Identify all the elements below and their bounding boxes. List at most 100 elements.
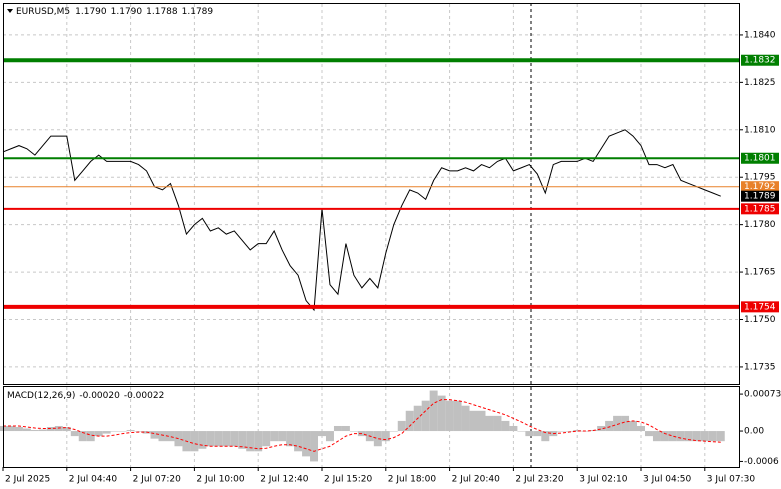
data-layer [0,58,739,462]
histogram-bar [429,390,438,432]
histogram-bar [222,431,231,447]
histogram-bar [230,431,239,447]
level-label: 1.1785 [744,204,776,214]
y-tick-label: 0.00073 [744,390,781,400]
histogram-bar [485,415,494,432]
histogram-bar [692,431,701,442]
histogram-bar [716,431,725,442]
histogram-bar [54,425,63,432]
histogram-bar [30,430,39,432]
histogram-bar [190,431,199,452]
histogram-bar [102,431,111,434]
y-tick-label: 1.1780 [744,220,776,230]
histogram-bar [70,431,79,437]
signal-value: -0.00022 [124,391,164,401]
x-tick-label: 2 Jul 10:00 [196,475,245,485]
histogram-bar [405,410,414,432]
histogram-bar [445,400,454,432]
histogram-bar [389,431,398,432]
histogram-bar [126,430,135,432]
histogram-bar [254,431,263,452]
level-label: 1.1832 [744,56,776,66]
histogram-bar [493,415,502,432]
level-label: 1.1792 [744,182,776,192]
macd-value: -0.00020 [79,391,120,401]
histogram-bar [294,431,303,452]
histogram-bar [110,431,119,432]
y-tick-label: 1.1825 [744,78,776,88]
histogram-bar [270,431,279,442]
macd-panel-frame [3,386,740,468]
price-panel-frame [3,3,740,385]
y-tick-label: 1.1840 [744,30,776,40]
histogram-bar [325,431,334,442]
header: EURUSD,M5 1.1790 1.1790 1.1788 1.1789 [16,7,213,17]
histogram-bar [238,431,247,449]
level-label-box [741,203,779,215]
histogram-bar [310,431,319,462]
y-tick-label: 1.1765 [744,268,776,278]
histogram-bar [62,427,71,432]
histogram-bar [700,431,709,442]
histogram-bar [349,431,358,432]
histogram-bar [341,425,350,432]
histogram-bar [78,431,87,442]
level-label: 1.1754 [744,302,776,312]
histogram-bar [333,425,342,432]
histogram-bar [605,420,614,432]
histogram-bar [509,425,518,432]
histogram-bar [684,431,693,442]
histogram-bar [302,431,311,457]
histogram-bar [421,400,430,432]
histogram-bar [22,428,31,432]
symbol: EURUSD,M5 [16,7,70,17]
histogram-bar [318,431,326,437]
histogram-bar [453,400,462,432]
histogram-bar [6,425,15,432]
y-tick-label: 0.00 [744,427,764,437]
level-label: 1.1801 [744,154,776,164]
y-tick-label: -0.0006 [744,457,779,467]
histogram-bar [437,395,446,432]
histogram-bar [14,427,23,432]
header-arrow [7,9,13,13]
signal-line [3,399,721,452]
histogram-bar [501,420,510,432]
histogram-bar [629,420,638,432]
macd-header: MACD(12,26,9) -0.00020 -0.00022 [7,391,164,401]
y-tick-label: 1.1810 [744,125,776,135]
macd-title: MACD(12,26,9) [7,391,75,401]
histogram-bar [708,431,717,442]
x-tick-label: 3 Jul 04:50 [643,475,692,485]
x-tick-label: 2 Jul 2025 [5,475,50,485]
histogram-bar [150,431,159,439]
last-price-box [741,190,779,202]
histogram-bar [533,431,542,437]
histogram-bar [46,427,55,432]
level-label-box [741,152,779,164]
histogram-bar [397,420,406,432]
histogram-bar [134,431,143,432]
x-tick-label: 2 Jul 15:20 [324,475,373,485]
histogram-bar [381,431,390,442]
histogram-bar [565,431,574,432]
histogram-bar [278,431,287,442]
ohlc-open: 1.1790 [75,7,107,17]
ohlc-low: 1.1788 [146,7,178,17]
price-line [2,129,721,312]
y-tick-label: 1.1735 [744,362,776,372]
ohlc-high: 1.1790 [111,7,143,17]
level-label-box [741,54,779,66]
histogram-bar [86,431,95,442]
histogram-bar [246,431,255,452]
histogram-bar [597,425,606,432]
y-tick-label: 1.1750 [744,315,776,325]
x-tick-label: 2 Jul 07:20 [133,475,182,485]
histogram-bar [286,431,295,447]
histogram-bar [206,431,215,447]
histogram-bar [668,431,677,442]
histogram-bar [158,431,167,442]
histogram-bar [94,431,103,437]
